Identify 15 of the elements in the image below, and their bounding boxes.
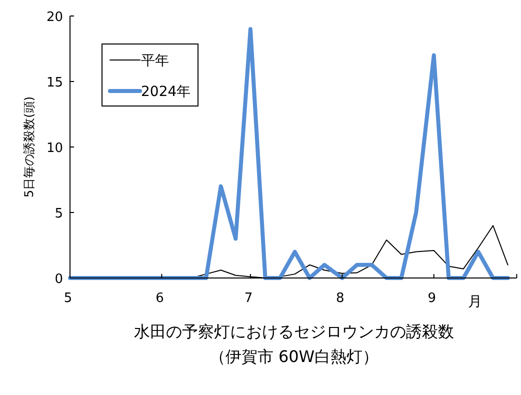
text: 水田の予察灯におけるセジロウンカの誘殺数 xyxy=(134,322,454,341)
y-tick-label: 20 xyxy=(46,10,63,25)
y-tick-label: 5 xyxy=(54,206,63,222)
x-axis-title: 月 xyxy=(468,294,482,310)
legend-label: 平年 xyxy=(141,53,169,69)
x-tick-label: 8 xyxy=(336,291,344,306)
x-tick-label: 6 xyxy=(156,291,164,306)
x-tick-label: 9 xyxy=(428,291,436,306)
text: （伊賀市 60W白熱灯） xyxy=(209,347,379,366)
y-tick-label: 10 xyxy=(46,141,63,156)
y-tick-label: 15 xyxy=(46,76,63,90)
y-axis-title: 5日毎の誘殺数(頭) xyxy=(22,96,36,198)
x-tick-label: 7 xyxy=(244,291,253,306)
legend-label: 2024年 xyxy=(141,84,191,100)
y-tick-label: 0 xyxy=(54,272,63,287)
